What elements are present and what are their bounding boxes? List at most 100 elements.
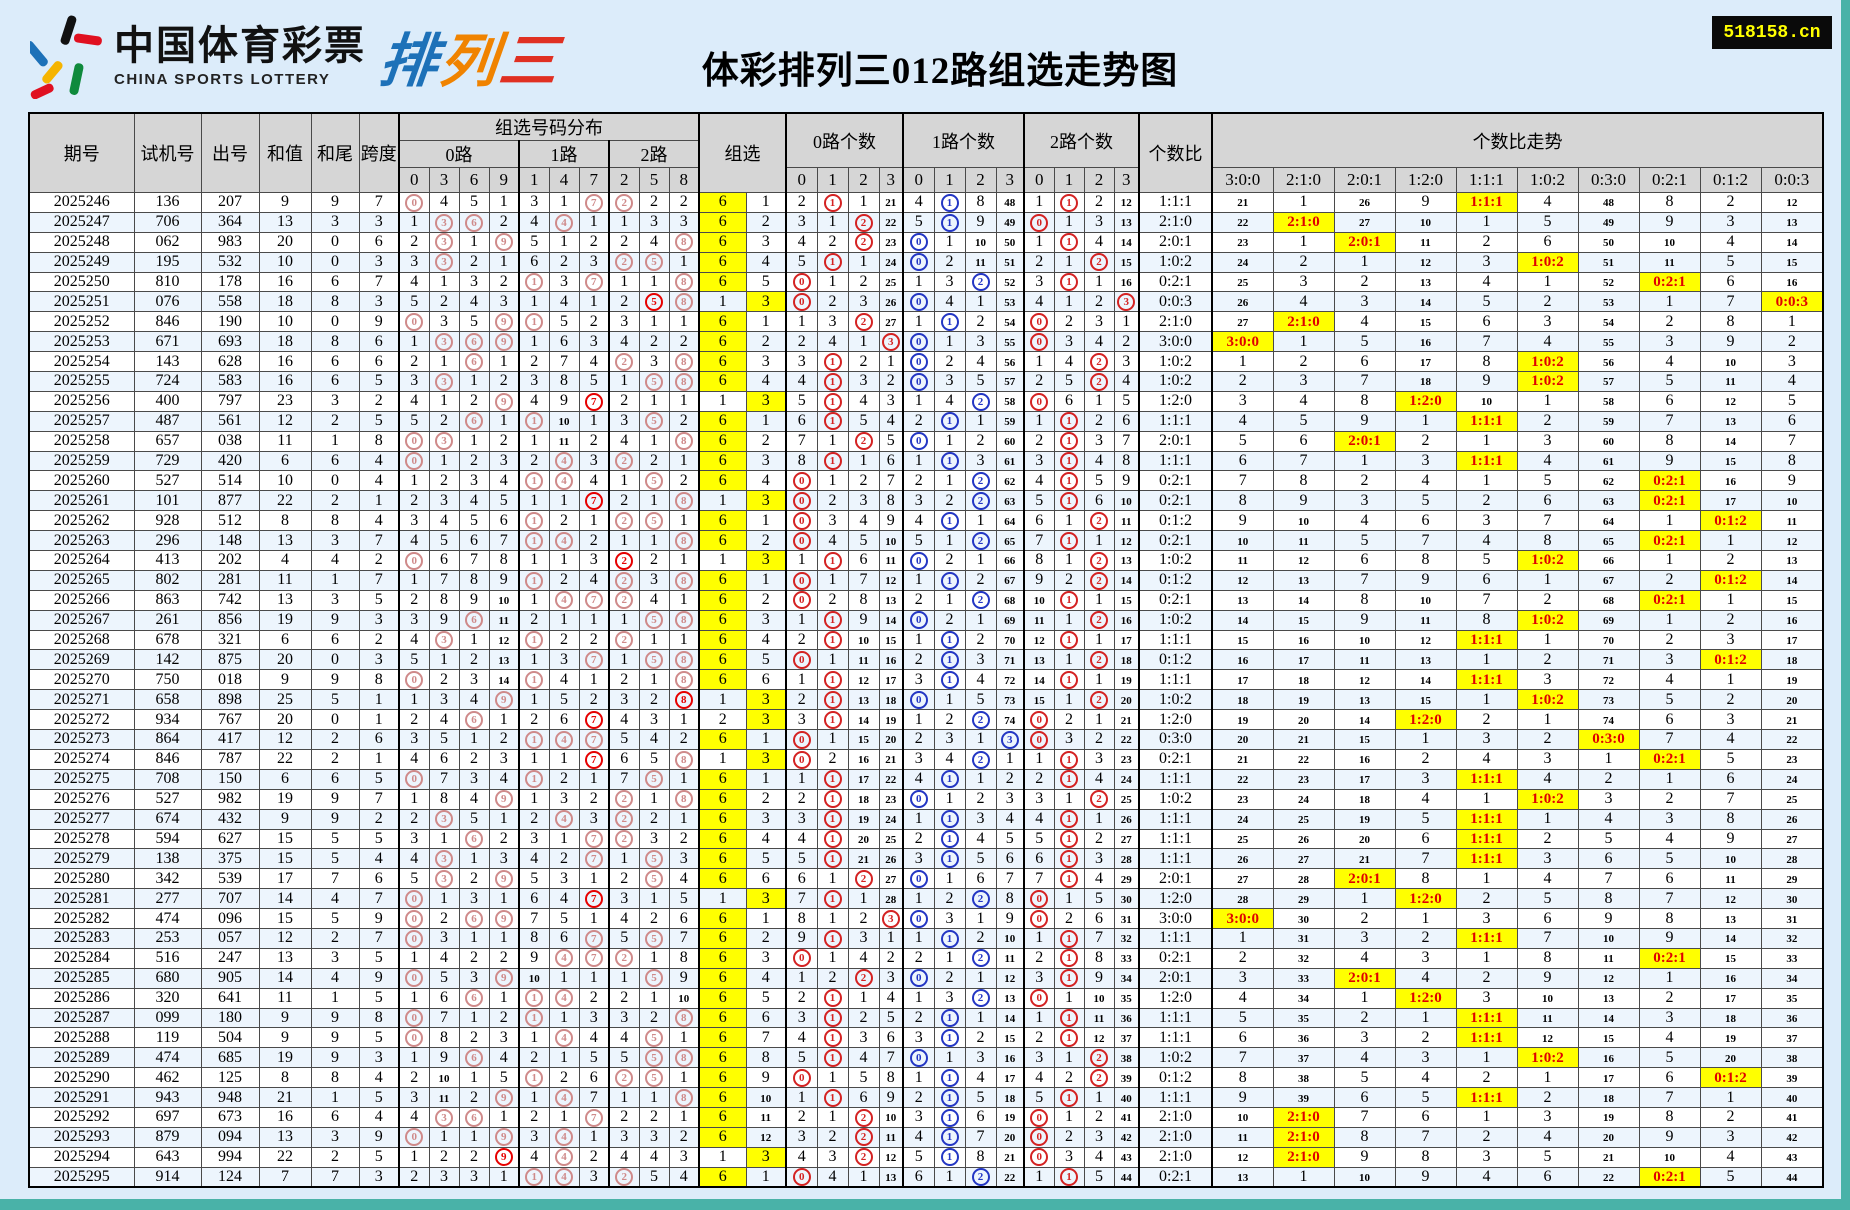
cell-period: 2025264 [28,550,135,571]
cell-ratio: 3:0:0 [1138,331,1213,353]
cell-trend-0:1:2: 1 [1699,589,1762,611]
cell-digit-9: 4 [488,1047,520,1069]
cell-count-2-0: 5 [1023,490,1055,512]
col-test: 试机号 [133,112,202,193]
cell-trend-1:0:2: 8 [1516,947,1579,969]
cell-digit-3: 3 [428,1166,460,1188]
cell-trend-2:1:0: 17 [1272,649,1335,671]
cell-digit-9: 9 [488,689,520,711]
cell-trend-3:0:0: 9 [1211,510,1274,532]
cell-trend-0:2:1: 0:2:1 [1638,530,1701,552]
cell-digit-2: 5 [608,729,640,750]
cell-sum: 13 [258,947,312,969]
cell-trend-1:2:0: 9 [1394,569,1457,591]
cell-digit-2: 4 [608,709,640,731]
cell-draw: 321 [200,629,260,651]
cell-digit-4: 4 [548,1166,580,1188]
cell-digit-7: 2 [578,311,610,333]
cell-group6: 6 [698,848,747,870]
cell-span: 8 [358,669,400,691]
cell-digit-7: 7 [578,271,610,293]
cell-digit-1: 1 [518,1087,550,1108]
cell-span: 2 [358,808,400,830]
cell-count-1-0: 2 [902,1087,935,1108]
cell-trend-2:0:1: 2 [1333,1007,1396,1029]
site-badge[interactable]: 518158.cn [1712,16,1832,49]
cell-group6: 6 [698,1067,747,1089]
cell-draw: 856 [200,609,260,631]
cell-count-0-2: 2 [847,351,880,373]
cell-count-1-2: 2 [964,987,997,1009]
cell-draw: 202 [200,550,260,571]
cell-period: 2025261 [28,490,135,512]
cell-digit-9: 9 [488,908,520,929]
cell-sum: 19 [258,788,312,810]
cell-trend-0:1:2: 19 [1699,1027,1762,1049]
cell-period: 2025259 [28,450,135,472]
cell-trend-0:3:0: 3 [1577,788,1640,810]
cell-draw: 558 [200,291,260,313]
cell-count-0-1: 1 [816,192,849,213]
cell-count-2-1: 2 [1053,709,1085,731]
cell-group6: 6 [698,768,747,790]
cell-trend-0:3:0: 48 [1577,192,1640,213]
cell-trend-3:0:0: 3:0:0 [1211,908,1274,929]
cell-period: 2025274 [28,748,135,770]
cell-trend-2:0:1: 5 [1333,331,1396,353]
cell-trend-0:0:3: 19 [1760,669,1824,691]
cell-count-0-3: 28 [878,888,904,910]
cell-count-0-0: 0 [785,510,818,532]
cell-trend-0:1:2: 12 [1699,390,1762,412]
cell-count-1-2: 2 [964,530,997,552]
cell-trend-2:1:0: 30 [1272,908,1335,929]
cell-trend-3:0:0: 17 [1211,669,1274,691]
cell-trend-1:0:2: 1 [1516,271,1579,293]
cell-trend-1:2:0: 1 [1394,729,1457,750]
cell-count-2-3: 6 [1113,410,1140,432]
cell-tail: 6 [310,768,360,790]
cell-count-2-2: 9 [1083,967,1115,989]
cell-digit-9: 3 [488,848,520,870]
cell-group6: 1 [698,291,747,313]
cell-count-2-3: 14 [1113,231,1140,253]
cell-ratio: 1:1:1 [1138,1007,1213,1029]
table-row: 2025256 400 797 23 3 2 4 1 2 9 4 9 7 2 1 1 1 3 5 1 4 3 1 4 2 58 0 6… [28,390,1824,412]
cell-trend-0:2:1: 4 [1638,1027,1701,1049]
cell-trend-0:3:0: 13 [1577,987,1640,1009]
cell-trend-0:2:1: 2 [1638,987,1701,1009]
cell-count-2-0: 5 [1023,1087,1055,1108]
cell-sum: 19 [258,609,312,631]
cell-test: 076 [133,291,202,313]
table-row: 2025267 261 856 19 9 3 3 9 6 11 2 1 1 1 5 8 6 3 1 1 9 14 0 2 1 69… [28,609,1824,631]
cell-digit-1: 4 [518,848,550,870]
cell-trend-0:1:2: 0:1:2 [1699,510,1762,532]
cell-span: 9 [358,1126,400,1148]
cell-digit-2: 2 [608,251,640,273]
cell-count-1-3: 13 [995,987,1025,1009]
cell-ratio: 1:1:1 [1138,848,1213,870]
cell-digit-1: 1 [518,788,550,810]
cell-count-1-0: 1 [902,629,935,651]
cell-trend-1:2:0: 2 [1394,748,1457,770]
cell-digit-4: 4 [548,530,580,552]
cell-digit-6: 4 [458,788,490,810]
table-row: 2025246 136 207 9 9 7 0 4 5 1 3 1 7 2 2 2 6 1 2 1 1 21 4 1 8 48 1 1… [28,192,1824,213]
cell-count-1-0: 0 [902,1047,935,1069]
cell-trend-0:3:0: 59 [1577,410,1640,432]
cell-group6: 1 [698,390,747,412]
cell-ratio: 1:1:1 [1138,1027,1213,1049]
cell-count-2-1: 1 [1053,629,1085,651]
cell-count-1-3: 16 [995,1047,1025,1069]
cell-count-2-2: 1 [1083,669,1115,691]
cell-trend-0:0:3: 24 [1760,768,1824,790]
cell-count-0-0: 5 [785,1047,818,1069]
bottom-edge-strip [0,1199,1850,1210]
cell-tail: 9 [310,1027,360,1049]
cell-count-0-2: 2 [847,868,880,890]
cell-sum: 16 [258,271,312,293]
cell-count-2-1: 1 [1053,927,1085,949]
cell-trend-2:0:1: 2 [1333,908,1396,929]
cell-count-2-1: 1 [1053,430,1085,452]
cell-trend-1:0:2: 3 [1516,1106,1579,1128]
cell-count-1-1: 3 [933,908,966,929]
